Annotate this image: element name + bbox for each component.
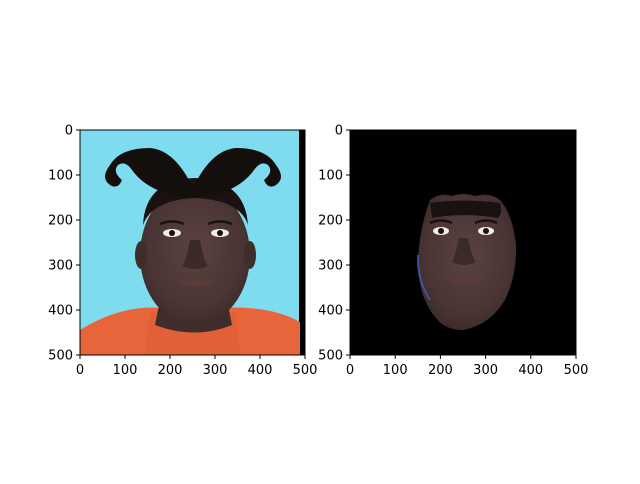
left-image bbox=[80, 130, 305, 355]
left-y-tick-label: 500 bbox=[48, 349, 73, 364]
right-y-tick-label: 200 bbox=[318, 214, 343, 229]
left-x-tick-label: 400 bbox=[248, 363, 273, 378]
left-x-tick-label: 500 bbox=[293, 363, 318, 378]
right-x-tick-label: 500 bbox=[564, 363, 589, 378]
right-y-tick-label: 300 bbox=[318, 259, 343, 274]
right-axes-frame bbox=[349, 129, 577, 356]
right-x-tick-label: 100 bbox=[383, 363, 408, 378]
right-y-tick-label: 500 bbox=[318, 349, 343, 364]
right-y-tick-label: 400 bbox=[318, 304, 343, 319]
right-x-tick-label: 300 bbox=[473, 363, 498, 378]
left-x-tick-label: 0 bbox=[76, 363, 84, 378]
left-y-tick-label: 0 bbox=[65, 124, 73, 139]
left-x-tick-label: 300 bbox=[203, 363, 228, 378]
left-y-tick-label: 300 bbox=[48, 259, 73, 274]
left-x-tick-label: 100 bbox=[113, 363, 138, 378]
mustache-shape bbox=[105, 148, 281, 198]
left-y-tick-label: 400 bbox=[48, 304, 73, 319]
right-y-tick-label: 0 bbox=[335, 124, 343, 139]
left-axes-frame bbox=[79, 129, 306, 356]
right-image bbox=[350, 130, 576, 355]
right-x-tick-label: 400 bbox=[518, 363, 543, 378]
right-x-tick-label: 0 bbox=[346, 363, 354, 378]
right-y-tick-label: 100 bbox=[318, 169, 343, 184]
right-x-tick-label: 200 bbox=[428, 363, 453, 378]
left-x-tick-label: 200 bbox=[158, 363, 183, 378]
left-y-tick-label: 200 bbox=[48, 214, 73, 229]
left-y-tick-label: 100 bbox=[48, 169, 73, 184]
